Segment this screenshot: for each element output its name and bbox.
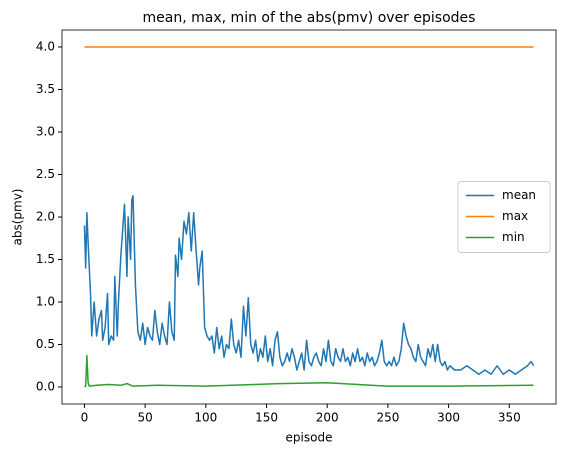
x-axis-label: episode [286,431,333,445]
legend-label: min [502,230,525,244]
legend-label: mean [502,188,536,202]
x-tick-label: 350 [498,411,521,425]
line-series [84,354,534,388]
line-series [83,195,535,375]
x-tick-label: 300 [437,411,460,425]
y-tick-label: 3.5 [36,82,55,96]
y-tick-label: 1.0 [36,295,55,309]
y-tick-label: 3.0 [36,125,55,139]
x-tick-label: 150 [255,411,278,425]
x-tick-label: 100 [194,411,217,425]
y-tick-label: 1.5 [36,252,55,266]
legend-box [457,181,551,253]
y-tick-label: 4.0 [36,40,55,54]
y-tick-label: 2.0 [36,210,55,224]
x-tick-label: 50 [138,411,153,425]
y-axis-label: abs(pmv) [11,189,25,246]
y-tick-label: 2.5 [36,167,55,181]
x-tick-label: 250 [376,411,399,425]
y-tick-label: 0.0 [36,380,55,394]
legend-label: max [502,209,528,223]
plot-frame [61,29,557,405]
x-tick-label: 200 [316,411,339,425]
y-tick-label: 0.5 [36,337,55,351]
x-tick-label: 0 [81,411,89,425]
chart-title: mean, max, min of the abs(pmv) over epis… [143,10,476,26]
